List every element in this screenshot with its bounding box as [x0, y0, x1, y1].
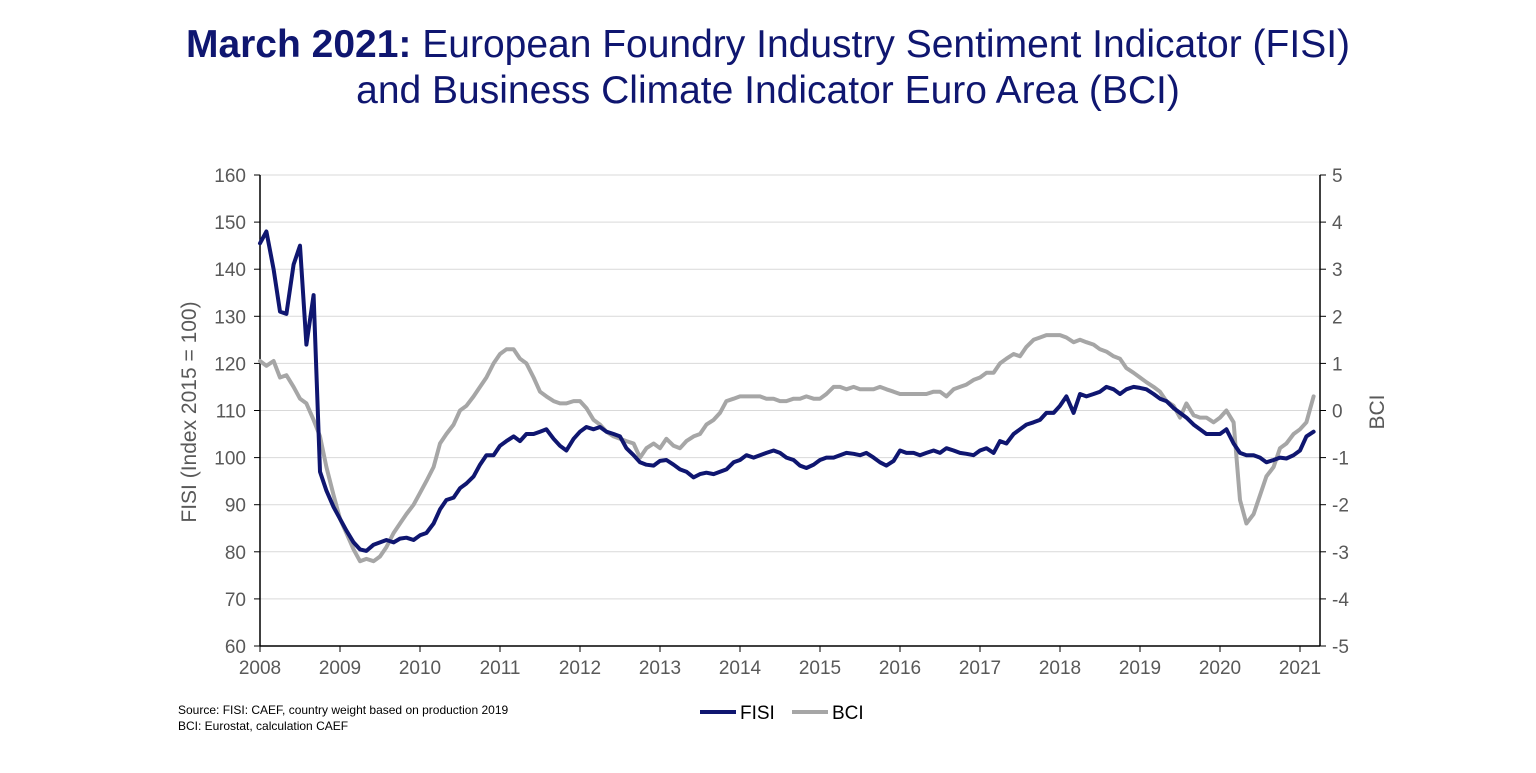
x-tick-label: 2010: [399, 658, 441, 679]
y2-tick-label: 4: [1332, 213, 1343, 234]
x-tick-label: 2020: [1199, 658, 1241, 679]
x-tick-label: 2009: [319, 658, 361, 679]
x-tick-label: 2014: [719, 658, 762, 679]
title-line-2: and Business Climate Indicator Euro Area…: [356, 69, 1180, 112]
x-tick-label: 2021: [1279, 658, 1321, 679]
y2-tick-label: 1: [1332, 354, 1343, 375]
x-tick-label: 2019: [1119, 658, 1161, 679]
y-tick-label: 80: [225, 543, 246, 564]
x-tick-label: 2018: [1039, 658, 1081, 679]
legend-label-fisi: FISI: [740, 703, 775, 724]
y-tick-label: 120: [214, 354, 246, 375]
y2-tick-label: -2: [1332, 496, 1349, 517]
x-tick-label: 2008: [239, 658, 281, 679]
x-tick-label: 2013: [639, 658, 681, 679]
axes: [254, 174, 1326, 652]
y2-axis-label: BCI: [1366, 394, 1389, 429]
y-tick-label: 130: [214, 307, 246, 328]
title-line-1-text: European Foundry Industry Sentiment Indi…: [422, 23, 1351, 66]
y2-tick-label: 3: [1332, 260, 1343, 281]
title-line-1: March 2021: European Foundry Industry Se…: [0, 22, 1536, 68]
y2-tick-label: 0: [1332, 402, 1343, 423]
title-bold-date: March 2021:: [185, 23, 412, 66]
y-tick-label: 90: [225, 496, 246, 517]
x-tick-label: 2015: [799, 658, 841, 679]
chart-title: March 2021: European Foundry Industry Se…: [0, 22, 1536, 114]
y2-tick-label: 5: [1332, 166, 1343, 187]
y2-tick-label: -3: [1332, 543, 1349, 564]
y2-tick-label: -4: [1332, 590, 1349, 611]
legend: FISI BCI: [700, 703, 864, 724]
series-lines: [258, 229, 1316, 564]
y-axis-label: FISI (Index 2015 = 100): [178, 301, 201, 522]
y-tick-label: 60: [225, 637, 246, 658]
x-tick-label: 2011: [480, 658, 521, 679]
y-tick-label: 100: [214, 449, 246, 470]
y2-tick-label: -5: [1332, 637, 1349, 658]
source-note: Source: FISI: CAEF, country weight based…: [178, 702, 508, 734]
legend-label-bci: BCI: [832, 703, 864, 724]
x-tick-label: 2017: [959, 658, 1001, 679]
y2-tick-label: -1: [1332, 449, 1349, 470]
source-line-2: BCI: Eurostat, calculation CAEF: [178, 719, 349, 733]
y-tick-label: 150: [214, 213, 246, 234]
x-tick-label: 2016: [879, 658, 921, 679]
tick-labels: 60 70 80 90 100 110 120 130 140 150 160 -5 -4 -3 -2 -1 0…: [214, 166, 1349, 679]
y-tick-label: 110: [216, 402, 246, 423]
y2-tick-label: 2: [1332, 307, 1343, 328]
source-line-1: Source: FISI: CAEF, country weight based…: [178, 703, 509, 717]
x-tick-label: 2012: [559, 658, 601, 679]
series-line-fisi: [258, 229, 1316, 553]
y-tick-label: 160: [214, 166, 246, 187]
series-line-bci: [258, 333, 1316, 564]
y-tick-label: 140: [214, 260, 246, 281]
y-tick-label: 70: [225, 590, 246, 611]
